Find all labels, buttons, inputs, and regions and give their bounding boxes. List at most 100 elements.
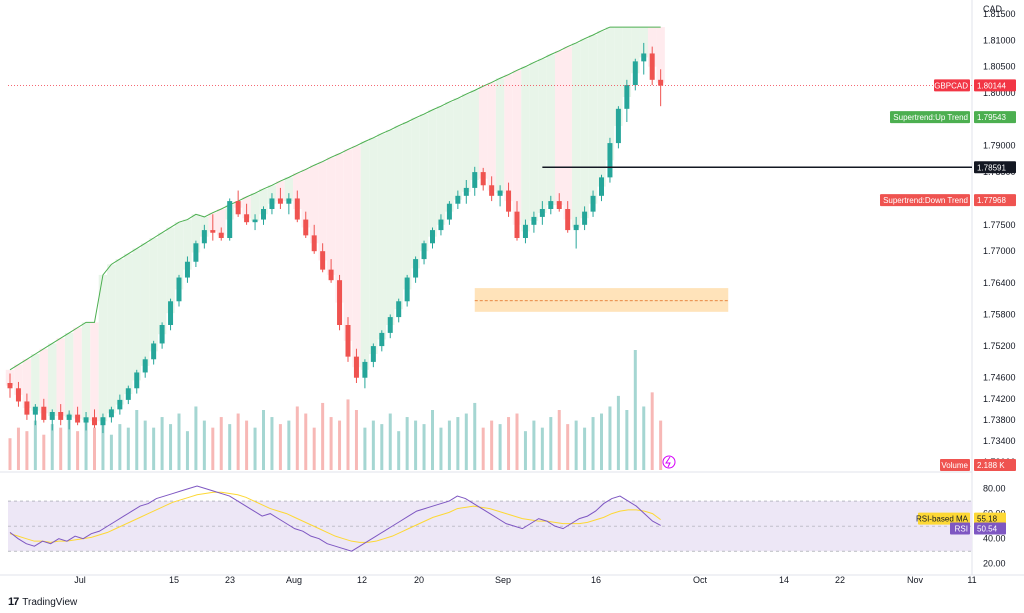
candle-body: [556, 201, 562, 209]
supertrend-up-label: Supertrend:Up Trend: [893, 113, 968, 122]
supertrend-fill: [191, 214, 201, 253]
y-tick-label: 1.74600: [983, 373, 1016, 383]
last-price-label: GBPCAD: [934, 81, 968, 90]
volume-bar: [439, 427, 443, 470]
supertrend-fill: [318, 161, 327, 261]
candle-body: [168, 301, 174, 325]
candle-body: [396, 301, 402, 318]
supertrend-fill: [563, 46, 572, 220]
candle-body: [235, 201, 241, 215]
supertrend-fill: [48, 343, 57, 416]
supertrend-fill: [631, 27, 640, 74]
volume-bar: [625, 410, 629, 470]
volume-bar: [481, 427, 485, 470]
candle-body: [83, 417, 89, 423]
volume-bar: [371, 420, 375, 470]
supertrend-fill: [217, 209, 226, 236]
supertrend-fill: [656, 27, 665, 83]
supertrend-fill: [56, 338, 65, 416]
zone-rect: [474, 288, 729, 312]
volume-bar: [245, 420, 249, 470]
candle-body: [370, 346, 376, 362]
supertrend-fill: [64, 332, 74, 418]
candle-body: [565, 209, 571, 231]
candle-body: [362, 361, 368, 378]
supertrend-fill: [436, 106, 446, 225]
supertrend-fill: [22, 359, 32, 409]
rsi-ma-label-bg: [918, 512, 970, 525]
y-tick-label: 1.81000: [983, 35, 1016, 45]
x-tick-label: 23: [225, 575, 235, 585]
candle-body: [328, 269, 334, 281]
volume-bar: [42, 434, 46, 470]
supertrend-fill: [419, 114, 429, 252]
volume-bar: [346, 399, 350, 470]
supertrend-fill: [140, 243, 150, 366]
volume-bar: [135, 410, 139, 470]
candle-body: [599, 177, 604, 196]
candle-body: [463, 187, 469, 196]
candles[interactable]: [7, 42, 664, 434]
volume-bar: [363, 427, 367, 470]
candle-body: [607, 143, 613, 178]
volume-bar: [507, 417, 511, 470]
volume-bar: [185, 431, 189, 470]
rsi-ma-label: RSI-based MA: [916, 515, 969, 524]
candle-body: [252, 219, 258, 223]
volume-bar: [33, 420, 37, 470]
volume-bar: [414, 420, 418, 470]
volume-bar: [490, 420, 494, 470]
candle-body: [649, 53, 655, 80]
candle-body: [404, 277, 410, 302]
level-value: 1.78591: [977, 163, 1006, 172]
demand-zone[interactable]: [474, 288, 729, 312]
candle-body: [582, 211, 588, 225]
candle-body: [590, 195, 596, 212]
candle-body: [514, 211, 520, 238]
volume-bar: [583, 427, 587, 470]
supertrend-fill: [597, 30, 606, 187]
candle-body: [210, 230, 216, 233]
candle-body: [379, 332, 385, 347]
rsi-pane[interactable]: [8, 485, 972, 552]
x-tick-label: 16: [591, 575, 601, 585]
volume-bar: [295, 406, 299, 470]
volume-bar: [16, 427, 20, 470]
supertrend-down-value-bg: [974, 194, 1016, 207]
supertrend-fill: [588, 35, 598, 204]
supertrend-fill: [326, 157, 336, 275]
supertrend-fill: [555, 50, 564, 206]
candle-body: [24, 401, 30, 415]
supertrend-fill: [512, 70, 522, 225]
candle-body: [455, 195, 461, 204]
volume-bar: [67, 413, 71, 470]
volume-bar: [118, 424, 122, 470]
volume-bar: [228, 424, 232, 470]
candle-body: [125, 388, 131, 400]
candle-body: [615, 108, 621, 144]
volume-bar: [540, 427, 544, 470]
candle-body: [446, 203, 452, 220]
candle-body: [421, 243, 427, 260]
annotation-lines[interactable]: [8, 85, 972, 169]
supertrend-fill: [157, 232, 167, 335]
axes: 1.815001.810001.805001.800001.795001.790…: [74, 4, 1015, 585]
candle-body: [531, 216, 537, 225]
candle-body: [345, 325, 351, 357]
supertrend-up-value: 1.79543: [977, 113, 1006, 122]
y-tick-label: 1.77000: [983, 246, 1016, 256]
candle-body: [506, 190, 512, 212]
volume-bar: [76, 431, 80, 470]
rsi-line: [9, 485, 661, 552]
supertrend-fill: [352, 145, 361, 368]
volume-bar: [338, 420, 342, 470]
tradingview-branding[interactable]: 17 TradingView: [8, 596, 77, 608]
volume-bar: [253, 427, 257, 470]
supertrend-fill: [614, 27, 623, 126]
candle-body: [438, 219, 444, 231]
volume-bar: [498, 424, 502, 470]
grid: [0, 0, 1024, 576]
rsi-tick-label: 20.00: [983, 559, 1006, 569]
volume-bar: [194, 406, 198, 470]
